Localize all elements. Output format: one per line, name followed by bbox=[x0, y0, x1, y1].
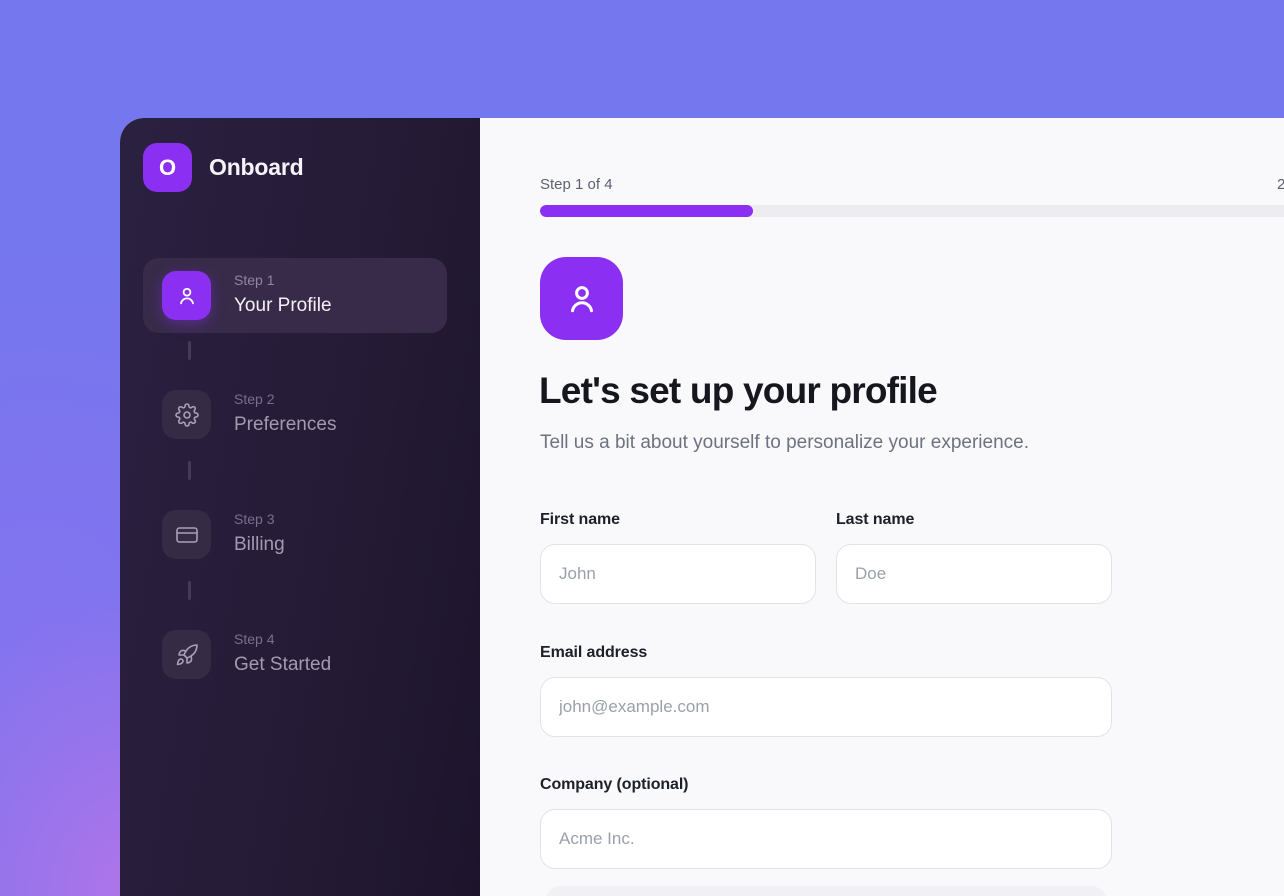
company-field: Company (optional) bbox=[540, 776, 1112, 869]
page-subtitle: Tell us a bit about yourself to personal… bbox=[540, 432, 1029, 453]
rocket-icon bbox=[162, 630, 211, 679]
gear-icon bbox=[162, 390, 211, 439]
user-icon bbox=[563, 280, 601, 318]
company-label: Company (optional) bbox=[540, 776, 689, 793]
step-label: Get Started bbox=[234, 654, 332, 675]
step-eyebrow: Step 1 bbox=[234, 272, 275, 288]
sidebar-item-your-profile[interactable]: Step 1 Your Profile bbox=[143, 258, 447, 333]
app-window: O Onboard Step 1 Your Profile bbox=[120, 118, 1284, 896]
first-name-label: First name bbox=[540, 511, 620, 528]
step-connector bbox=[188, 581, 191, 600]
progress-percent-label: 25% bbox=[1277, 176, 1284, 193]
brand: O Onboard bbox=[143, 143, 304, 192]
main-content: Step 1 of 4 25% Let's set up your profil… bbox=[480, 118, 1284, 896]
sidebar-item-billing[interactable]: Step 3 Billing bbox=[143, 497, 447, 572]
step-label: Billing bbox=[234, 534, 285, 555]
sidebar-item-get-started[interactable]: Step 4 Get Started bbox=[143, 617, 447, 692]
step-connector bbox=[188, 341, 191, 360]
sidebar-item-preferences[interactable]: Step 2 Preferences bbox=[143, 377, 447, 452]
last-name-field: Last name bbox=[836, 511, 1112, 604]
credit-card-icon bbox=[162, 510, 211, 559]
progress-fill bbox=[540, 205, 753, 217]
brand-logo-letter: O bbox=[158, 154, 177, 180]
step-eyebrow: Step 3 bbox=[234, 511, 275, 527]
progress-step-label: Step 1 of 4 bbox=[540, 176, 613, 193]
company-input[interactable] bbox=[540, 809, 1112, 869]
sidebar: O Onboard Step 1 Your Profile bbox=[120, 118, 480, 896]
first-name-input[interactable] bbox=[540, 544, 816, 604]
user-icon bbox=[162, 271, 211, 320]
last-name-label: Last name bbox=[836, 511, 915, 528]
step-label: Preferences bbox=[234, 414, 337, 435]
progress-bar bbox=[540, 205, 1284, 217]
step-eyebrow: Step 4 bbox=[234, 631, 275, 647]
brand-name: Onboard bbox=[209, 154, 304, 180]
profile-hero-tile bbox=[540, 257, 623, 340]
email-input[interactable] bbox=[540, 677, 1112, 737]
page-title: Let's set up your profile bbox=[539, 370, 938, 411]
step-eyebrow: Step 2 bbox=[234, 391, 275, 407]
step-label: Your Profile bbox=[234, 295, 332, 316]
first-name-field: First name bbox=[540, 511, 816, 604]
step-connector bbox=[188, 461, 191, 480]
bottom-cutoff-element bbox=[545, 886, 1107, 896]
last-name-input[interactable] bbox=[836, 544, 1112, 604]
email-label: Email address bbox=[540, 644, 648, 661]
email-field: Email address bbox=[540, 644, 1112, 737]
brand-logo: O bbox=[143, 143, 192, 192]
